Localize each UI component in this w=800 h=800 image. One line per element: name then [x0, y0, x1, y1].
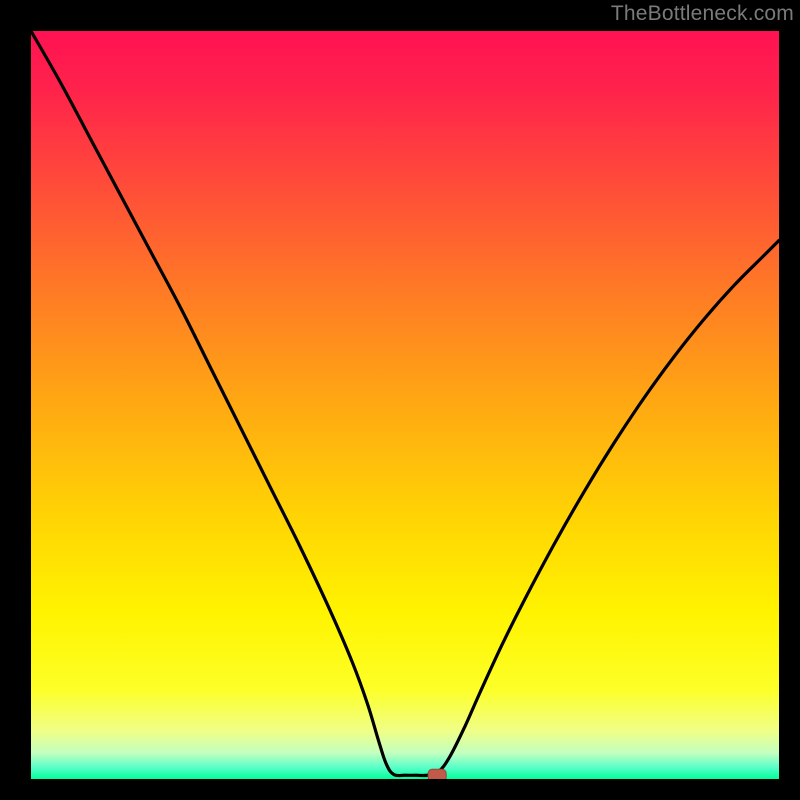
frame-bottom: [0, 779, 800, 800]
frame-top: [0, 0, 800, 31]
gradient-background: [31, 31, 779, 779]
bottleneck-chart: TheBottleneck.com: [0, 0, 800, 800]
frame-left: [0, 0, 31, 800]
chart-svg: [0, 0, 800, 800]
frame-right: [779, 0, 800, 800]
